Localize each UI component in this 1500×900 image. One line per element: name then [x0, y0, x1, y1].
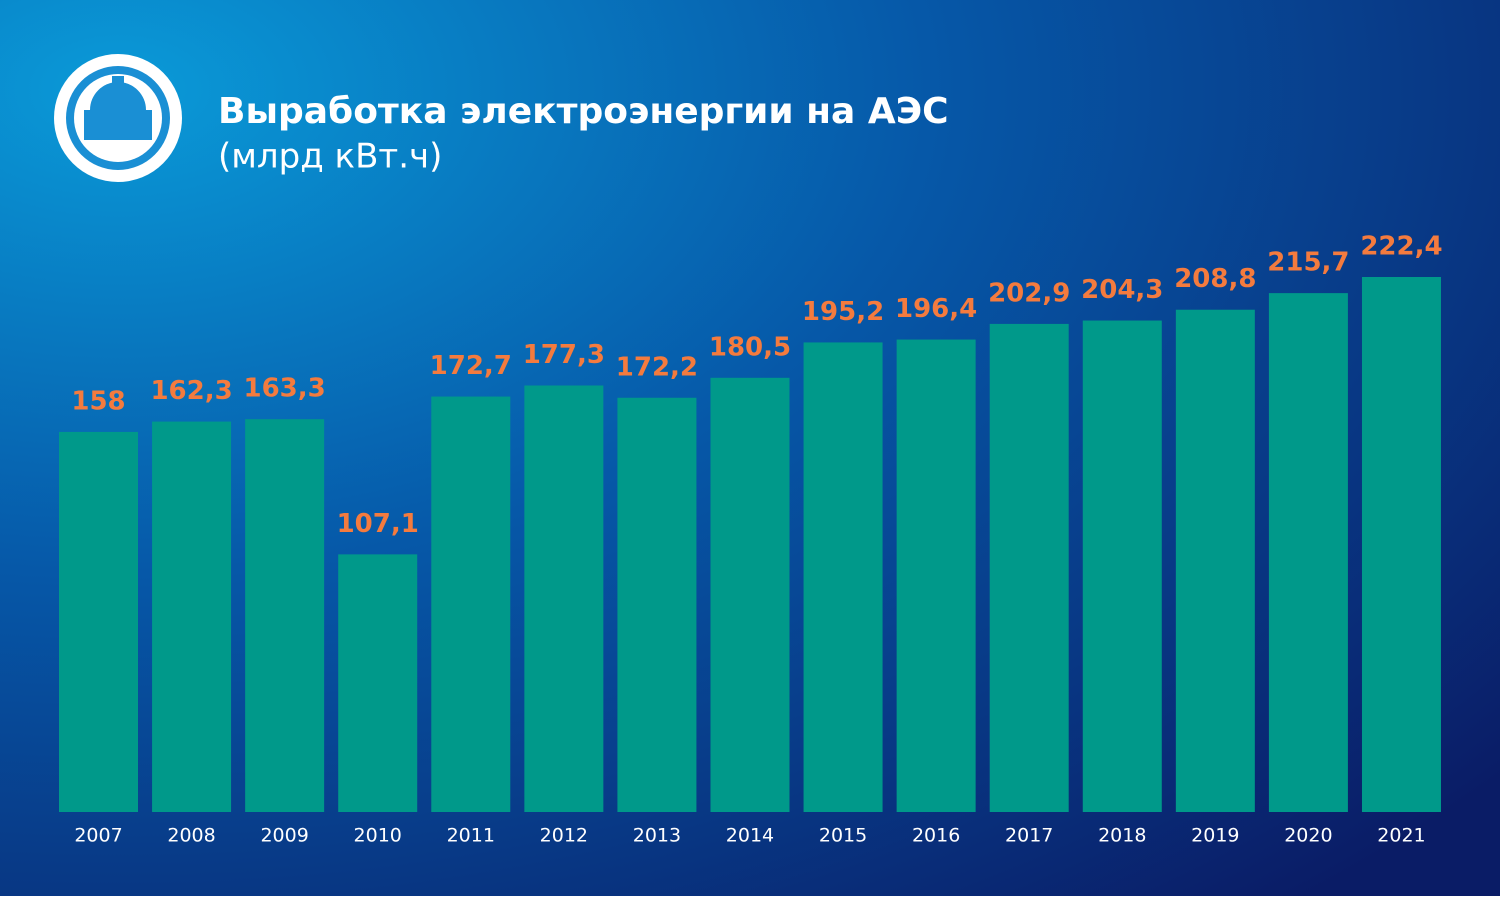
value-label: 107,1 [337, 509, 419, 539]
x-tick-label: 2015 [819, 825, 867, 847]
value-label: 180,5 [709, 332, 791, 362]
x-tick-label: 2017 [1005, 825, 1053, 847]
value-label: 162,3 [150, 376, 232, 406]
x-tick-label: 2019 [1191, 825, 1239, 847]
value-label: 177,3 [523, 340, 605, 370]
bar [245, 419, 325, 812]
bar [524, 385, 604, 812]
value-label: 208,8 [1174, 264, 1256, 294]
value-label: 222,4 [1360, 232, 1442, 262]
value-label: 163,3 [244, 374, 326, 404]
bar [896, 339, 976, 812]
value-label: 172,2 [616, 352, 698, 382]
bar [152, 421, 232, 812]
x-tick-label: 2011 [447, 825, 495, 847]
x-tick-label: 2007 [74, 825, 122, 847]
x-tick-label: 2013 [633, 825, 681, 847]
bar [1082, 320, 1162, 812]
bar [59, 431, 138, 812]
bar [1175, 309, 1255, 812]
x-tick-label: 2021 [1377, 825, 1425, 847]
x-tick-label: 2014 [726, 825, 774, 847]
logo [54, 54, 182, 182]
bar [1268, 293, 1348, 812]
value-label: 158 [71, 386, 125, 416]
chart-title: Выработка электроэнергии на АЭС [218, 91, 949, 132]
x-tick-label: 2008 [167, 825, 215, 847]
bar [617, 397, 697, 812]
bar [1361, 277, 1441, 812]
x-tick-label: 2010 [354, 825, 402, 847]
value-label: 196,4 [895, 294, 977, 324]
bar [431, 396, 511, 812]
chart-subtitle: (млрд кВт.ч) [218, 137, 442, 177]
value-label: 215,7 [1267, 248, 1349, 278]
value-label: 202,9 [988, 278, 1070, 308]
x-tick-label: 2012 [540, 825, 588, 847]
bar [989, 323, 1069, 812]
value-label: 204,3 [1081, 275, 1163, 305]
bar [710, 377, 790, 812]
x-tick-label: 2016 [912, 825, 960, 847]
bar [803, 342, 883, 812]
bar [338, 554, 418, 812]
value-label: 172,7 [430, 351, 512, 381]
x-tick-label: 2009 [260, 825, 308, 847]
value-label: 195,2 [802, 297, 884, 327]
x-tick-label: 2020 [1284, 825, 1332, 847]
x-tick-label: 2018 [1098, 825, 1146, 847]
